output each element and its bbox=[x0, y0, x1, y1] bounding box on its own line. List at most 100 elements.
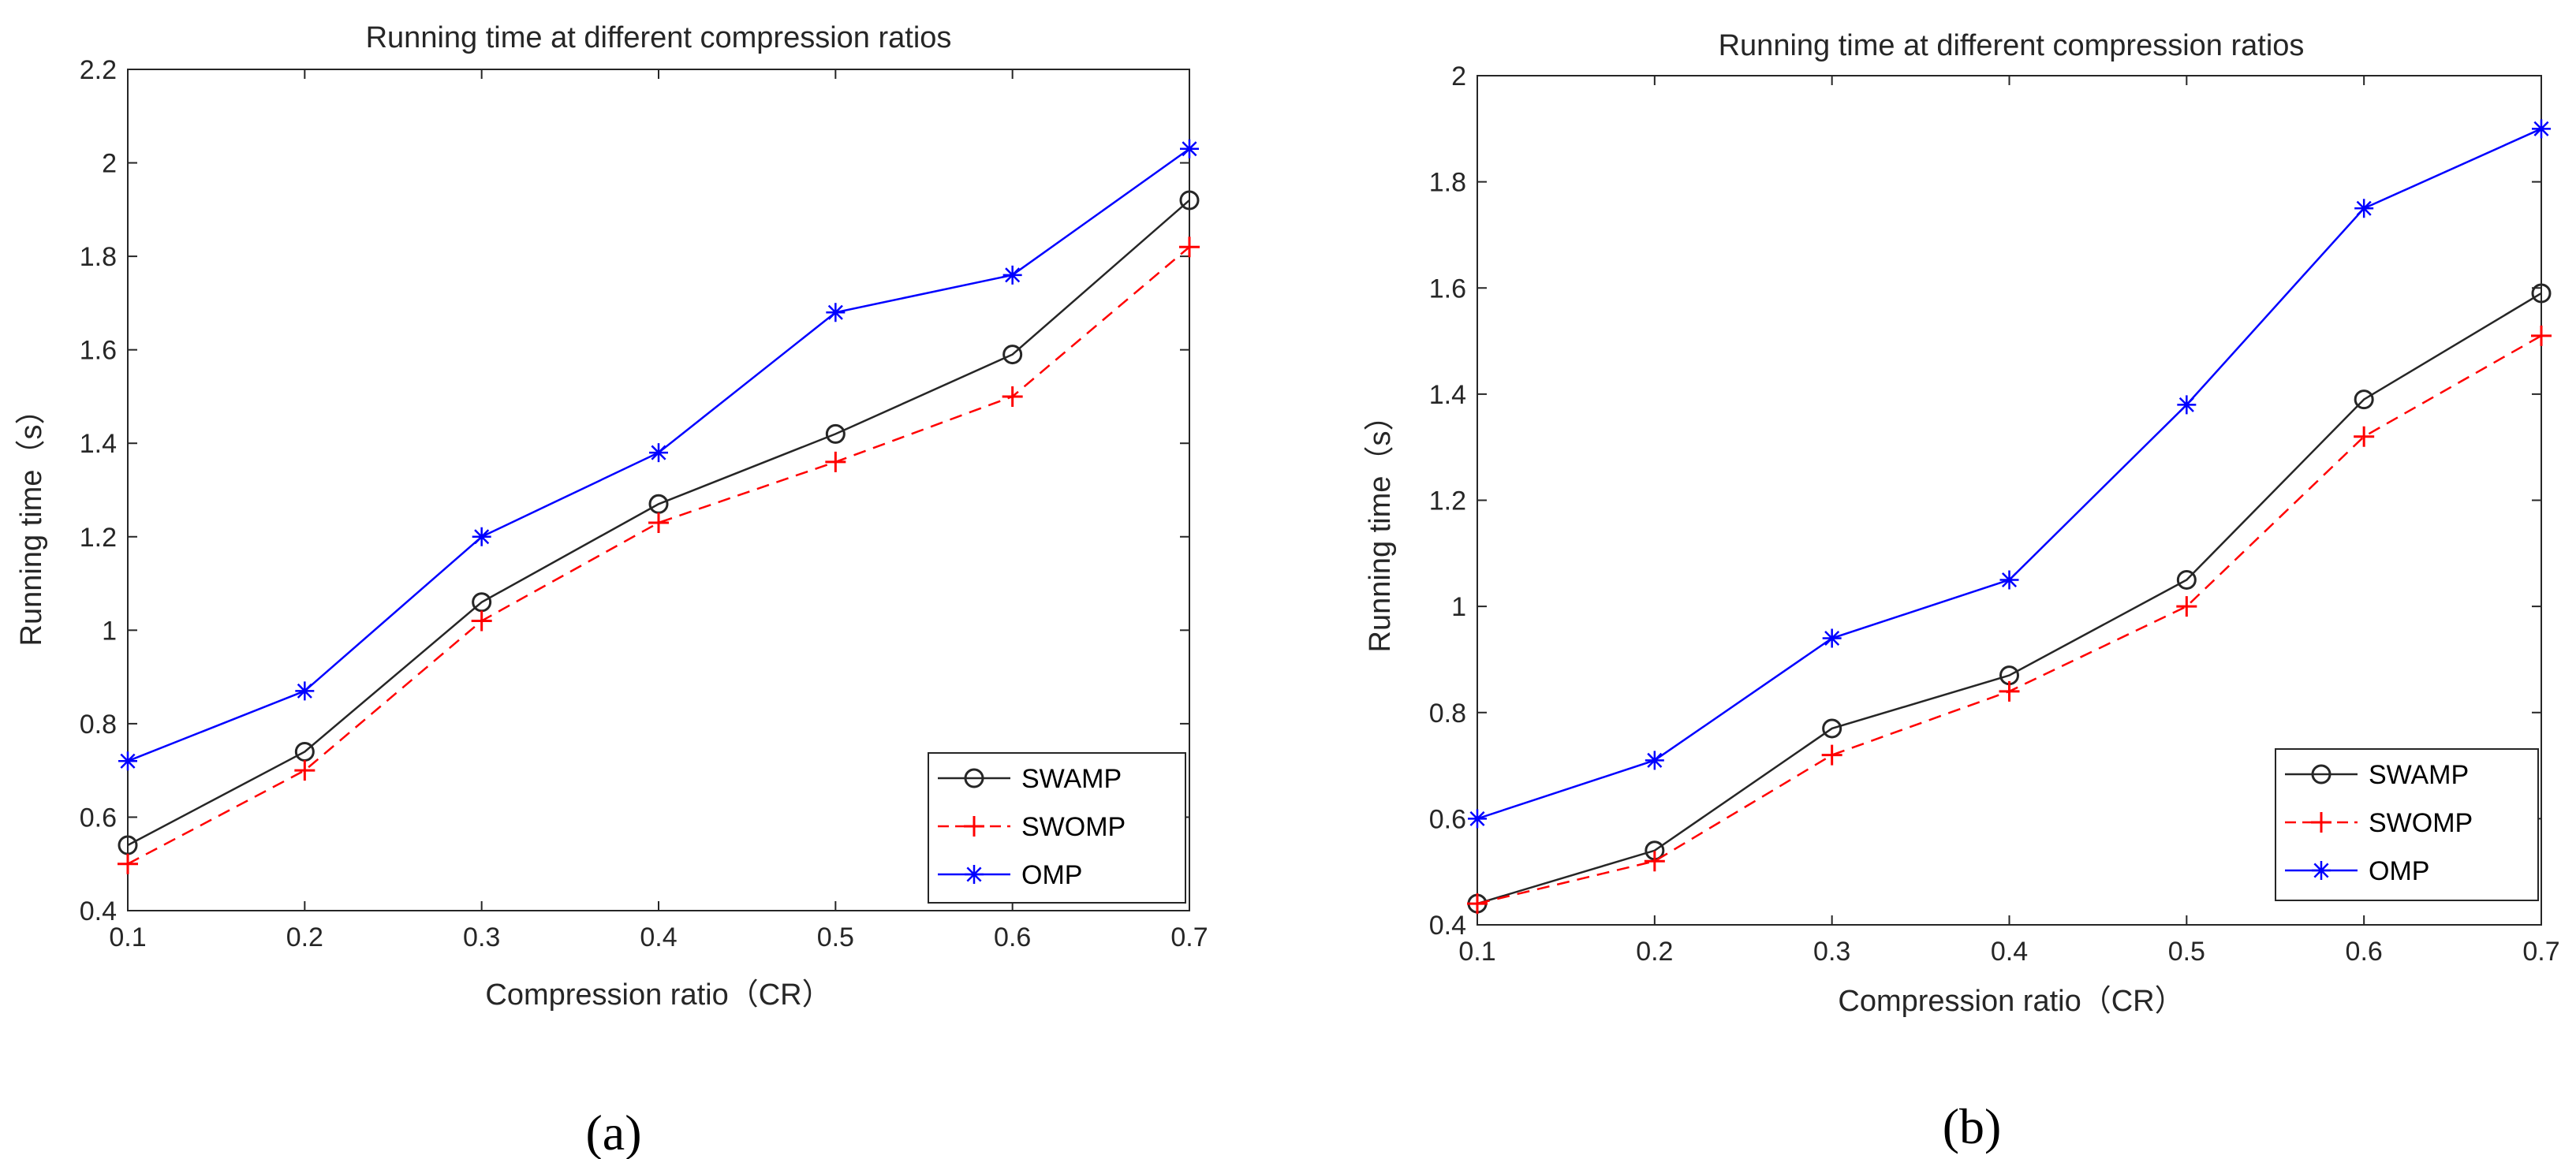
data-point-omp-a bbox=[295, 681, 315, 701]
data-point-omp-a bbox=[649, 443, 668, 463]
x-tick-label-a: 0.3 bbox=[463, 922, 500, 952]
data-point-swomp-a bbox=[825, 451, 846, 472]
series-omp-b bbox=[1468, 119, 2551, 829]
y-tick-label-b: 1.6 bbox=[1429, 274, 1466, 304]
y-tick-label-a: 1.8 bbox=[80, 242, 117, 272]
legend-marker-swamp-b bbox=[2311, 764, 2331, 784]
series-swomp-b bbox=[1467, 325, 2552, 915]
plot-area-a: 0.1 0.2 0.3 0.4 0.5 0.6 0.7 0.4 0.6 0.8 1 1.2 1.4 1.6… bbox=[80, 55, 1208, 952]
data-point-swomp-a bbox=[648, 512, 669, 533]
data-point-omp-a bbox=[826, 303, 846, 322]
y-axis-label-b: Running time（s） bbox=[1364, 401, 1397, 653]
y-tick-label-a: 2.2 bbox=[80, 55, 117, 85]
data-point-swomp-b bbox=[2354, 426, 2375, 447]
y-tick-label-b: 1 bbox=[1451, 592, 1466, 622]
data-point-swamp-a bbox=[1002, 345, 1023, 365]
x-tick-label-b: 0.6 bbox=[2346, 937, 2383, 967]
x-tick-label-a: 0.7 bbox=[1170, 922, 1208, 952]
y-tick-label-b: 1.2 bbox=[1429, 486, 1466, 516]
x-axis-label-a: Compression ratio（CR） bbox=[485, 978, 831, 1012]
data-point-swomp-a bbox=[471, 610, 492, 632]
data-point-swamp-b bbox=[1822, 718, 1842, 739]
data-point-omp-b bbox=[1468, 809, 1487, 829]
y-tick-label-a: 1.2 bbox=[80, 523, 117, 553]
legend-marker-swomp-a bbox=[964, 816, 984, 837]
y-tick-label-b: 0.6 bbox=[1429, 804, 1466, 834]
data-point-swomp-b bbox=[1999, 680, 2020, 702]
data-point-omp-b bbox=[2177, 395, 2197, 415]
series-line-swamp-a bbox=[127, 199, 1190, 847]
y-tick-label-b: 2 bbox=[1451, 61, 1466, 91]
y-tick-label-a: 2 bbox=[102, 149, 117, 179]
chart-title-a: Running time at different compression ra… bbox=[366, 21, 952, 54]
data-point-swomp-b bbox=[1644, 851, 1665, 872]
data-point-swamp-b bbox=[2531, 283, 2552, 304]
data-point-omp-a bbox=[472, 527, 491, 546]
data-point-swomp-b bbox=[1821, 744, 1842, 766]
series-line-swamp-b bbox=[1477, 292, 2542, 905]
legend-b: SWAMP SWOMP OMP bbox=[2275, 748, 2539, 901]
data-point-swomp-a bbox=[1179, 237, 1200, 258]
y-tick-label-a: 1.4 bbox=[80, 429, 117, 459]
x-tick-label-a: 0.5 bbox=[817, 922, 854, 952]
x-tick-label-a: 0.2 bbox=[286, 922, 323, 952]
y-tick-label-a: 0.8 bbox=[80, 710, 117, 740]
data-point-swamp-a bbox=[825, 423, 846, 444]
chart-panel-b: Running time at different compression ra… bbox=[1364, 29, 2560, 1154]
data-point-omp-b bbox=[2532, 119, 2551, 139]
y-tick-label-b: 1.4 bbox=[1429, 380, 1466, 410]
data-point-swamp-a bbox=[1179, 190, 1200, 211]
legend-marker-swamp-a bbox=[964, 768, 984, 788]
legend-marker-omp-a bbox=[965, 865, 984, 884]
chart-panel-a: Running time at different compression ra… bbox=[15, 21, 1208, 1159]
legend-label-omp-b: OMP bbox=[2369, 856, 2429, 886]
y-tick-label-a: 1 bbox=[102, 616, 117, 646]
data-point-swomp-b bbox=[2176, 596, 2197, 617]
legend-label-swamp-a: SWAMP bbox=[1021, 764, 1122, 794]
y-tick-label-b: 0.8 bbox=[1429, 699, 1466, 729]
data-point-omp-b bbox=[1645, 751, 1664, 770]
x-axis-label-b: Compression ratio（CR） bbox=[1838, 985, 2184, 1018]
panel-label-b: (b) bbox=[1943, 1098, 2002, 1154]
y-tick-label-a: 0.4 bbox=[80, 896, 117, 926]
data-point-omp-a bbox=[1180, 139, 1199, 158]
x-tick-label-b: 0.7 bbox=[2522, 937, 2559, 967]
legend-label-swomp-b: SWOMP bbox=[2369, 808, 2473, 838]
legend-label-swamp-b: SWAMP bbox=[2369, 760, 2469, 790]
legend-a: SWAMP SWOMP OMP bbox=[928, 752, 1186, 904]
data-point-omp-a bbox=[118, 751, 137, 771]
data-point-swomp-a bbox=[118, 853, 138, 874]
chart-title-b: Running time at different compression ra… bbox=[1719, 29, 2305, 62]
data-point-omp-a bbox=[1002, 265, 1022, 285]
data-point-omp-b bbox=[1999, 570, 2019, 590]
x-tick-label-b: 0.5 bbox=[2168, 937, 2205, 967]
x-tick-label-b: 0.4 bbox=[1991, 937, 2028, 967]
data-point-omp-b bbox=[1822, 628, 1842, 648]
x-tick-label-b: 0.2 bbox=[1636, 937, 1673, 967]
data-point-swamp-b bbox=[2176, 569, 2197, 590]
series-omp-a bbox=[118, 139, 1199, 771]
x-tick-label-b: 0.3 bbox=[1813, 937, 1850, 967]
legend-label-omp-a: OMP bbox=[1021, 860, 1082, 890]
data-point-swamp-b bbox=[2354, 389, 2374, 410]
data-point-swomp-a bbox=[1002, 386, 1023, 407]
y-axis-label-a: Running time（s） bbox=[15, 395, 48, 647]
legend-label-swomp-a: SWOMP bbox=[1021, 812, 1126, 842]
x-tick-label-a: 0.1 bbox=[109, 922, 146, 952]
data-point-omp-b bbox=[2354, 199, 2374, 218]
data-point-swomp-b bbox=[2531, 325, 2552, 346]
series-swomp-a bbox=[118, 237, 1200, 874]
y-tick-label-a: 1.6 bbox=[80, 336, 117, 366]
panel-label-a: (a) bbox=[585, 1105, 641, 1159]
legend-marker-omp-b bbox=[2312, 861, 2331, 880]
y-tick-label-a: 0.6 bbox=[80, 803, 117, 833]
data-point-swomp-b bbox=[1467, 893, 1488, 915]
x-tick-label-b: 0.1 bbox=[1458, 937, 1495, 967]
data-point-swomp-a bbox=[294, 760, 315, 781]
y-tick-label-b: 1.8 bbox=[1429, 168, 1466, 198]
x-tick-label-a: 0.4 bbox=[640, 922, 677, 952]
y-tick-label-b: 0.4 bbox=[1429, 911, 1466, 941]
x-tick-label-a: 0.6 bbox=[994, 922, 1031, 952]
legend-marker-swomp-b bbox=[2311, 812, 2331, 833]
